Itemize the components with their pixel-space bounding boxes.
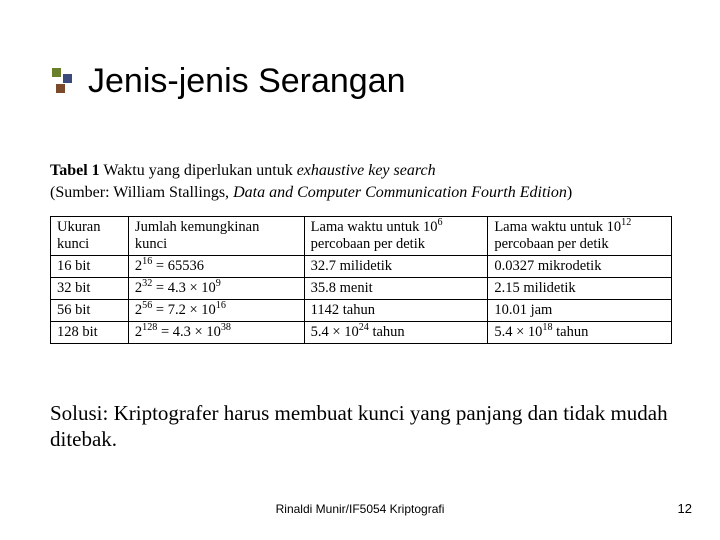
th-kemungkinan: Jumlah kemungkinankunci bbox=[128, 217, 304, 256]
cell: 232 = 4.3 × 109 bbox=[128, 278, 304, 300]
caption-label: Tabel 1 bbox=[50, 162, 100, 179]
cell: 256 = 7.2 × 1016 bbox=[128, 300, 304, 322]
footer-text: Rinaldi Munir/IF5054 Kriptografi bbox=[0, 502, 720, 516]
cell: 10.01 jam bbox=[488, 300, 672, 322]
title-wrap: Jenis-jenis Serangan bbox=[48, 62, 406, 101]
title-bullet-icon bbox=[48, 64, 78, 100]
table-body: 16 bit 216 = 65536 32.7 milidetik 0.0327… bbox=[51, 256, 672, 344]
slide: Jenis-jenis Serangan Tabel 1 Waktu yang … bbox=[0, 0, 720, 540]
th-ukuran: Ukurankunci bbox=[51, 217, 129, 256]
cell: 32 bit bbox=[51, 278, 129, 300]
cell: 2.15 milidetik bbox=[488, 278, 672, 300]
th-10e12: Lama waktu untuk 1012percobaan per detik bbox=[488, 217, 672, 256]
cell: 0.0327 mikrodetik bbox=[488, 256, 672, 278]
cell: 35.8 menit bbox=[304, 278, 488, 300]
key-search-table: Ukurankunci Jumlah kemungkinankunci Lama… bbox=[50, 216, 672, 344]
table-caption: Tabel 1 Waktu yang diperlukan untuk exha… bbox=[50, 160, 572, 203]
table-row: 16 bit 216 = 65536 32.7 milidetik 0.0327… bbox=[51, 256, 672, 278]
cell: 1142 tahun bbox=[304, 300, 488, 322]
caption-line2a: (Sumber: William Stallings, bbox=[50, 184, 233, 201]
caption-text1: Waktu yang diperlukan untuk bbox=[100, 162, 297, 179]
table-row: 32 bit 232 = 4.3 × 109 35.8 menit 2.15 m… bbox=[51, 278, 672, 300]
cell: 128 bit bbox=[51, 322, 129, 344]
page-number: 12 bbox=[678, 501, 692, 516]
caption-line2b: ) bbox=[567, 184, 572, 201]
table-row: 56 bit 256 = 7.2 × 1016 1142 tahun 10.01… bbox=[51, 300, 672, 322]
th-10e6: Lama waktu untuk 106percobaan per detik bbox=[304, 217, 488, 256]
caption-line2-italic: Data and Computer Communication Fourth E… bbox=[233, 184, 567, 201]
table-header-row: Ukurankunci Jumlah kemungkinankunci Lama… bbox=[51, 217, 672, 256]
solution-text: Solusi: Kriptografer harus membuat kunci… bbox=[50, 400, 670, 453]
cell: 216 = 65536 bbox=[128, 256, 304, 278]
cell: 2128 = 4.3 × 1038 bbox=[128, 322, 304, 344]
cell: 5.4 × 1018 tahun bbox=[488, 322, 672, 344]
slide-title: Jenis-jenis Serangan bbox=[88, 62, 406, 101]
cell: 56 bit bbox=[51, 300, 129, 322]
cell: 32.7 milidetik bbox=[304, 256, 488, 278]
table-row: 128 bit 2128 = 4.3 × 1038 5.4 × 1024 tah… bbox=[51, 322, 672, 344]
cell: 16 bit bbox=[51, 256, 129, 278]
cell: 5.4 × 1024 tahun bbox=[304, 322, 488, 344]
caption-italic: exhaustive key search bbox=[297, 162, 436, 179]
